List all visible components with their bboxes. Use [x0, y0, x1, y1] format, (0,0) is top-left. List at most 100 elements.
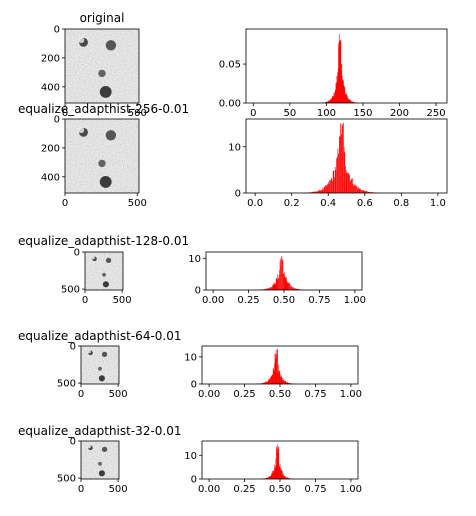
x-tick-label: 500: [113, 295, 132, 306]
image-feature: [98, 80, 102, 84]
image-feature: [102, 447, 107, 452]
y-tick-label: 500: [61, 285, 80, 296]
y-tick-label: 0: [191, 475, 197, 486]
histogram-bar: [332, 181, 333, 193]
image-feature: [98, 372, 100, 374]
x-tick-label: 500: [109, 389, 128, 400]
x-tick-label: 500: [128, 198, 147, 209]
x-tick-label: 0: [62, 198, 68, 209]
histogram-bar: [351, 180, 352, 193]
y-tick-label: 500: [57, 474, 76, 485]
histogram-bar: [323, 189, 324, 193]
panel-title: equalize_adapthist-32-0.01: [18, 424, 182, 438]
y-tick-label: 0: [195, 286, 201, 297]
histogram-bar: [357, 189, 358, 193]
x-tick-label: 100: [317, 108, 336, 119]
histogram-bar: [343, 123, 344, 193]
histogram-bar: [357, 187, 358, 193]
histogram-bar: [329, 180, 330, 193]
histogram-bar: [340, 123, 341, 193]
histogram-bar: [347, 173, 348, 193]
x-tick-label: 0: [250, 108, 256, 119]
histogram-bar: [349, 175, 350, 193]
image-feature: [103, 281, 109, 287]
image-feature: [102, 273, 106, 277]
x-tick-label: 50: [283, 108, 296, 119]
y-tick-label: 0: [54, 115, 60, 126]
image-feature: [99, 470, 105, 476]
histogram-bar: [327, 184, 328, 193]
x-tick-label: 0.00: [202, 295, 224, 306]
image-feature: [98, 467, 100, 469]
histogram-bar: [355, 184, 356, 193]
histogram-bar: [352, 178, 353, 193]
x-tick-label: 0.75: [304, 484, 326, 495]
x-tick-label: 1.00: [344, 295, 366, 306]
x-tick-label: 0.6: [357, 198, 373, 209]
image-feature: [106, 130, 116, 140]
x-tick-label: 0: [82, 295, 88, 306]
image-feature: [98, 462, 102, 466]
panel-title: equalize_adapthist-128-0.01: [18, 234, 189, 248]
y-tick-label: 0: [74, 248, 80, 259]
x-tick-label: 0: [78, 389, 84, 400]
image-feature: [102, 352, 107, 357]
histogram-bar: [325, 185, 326, 193]
histogram-bar: [359, 189, 360, 193]
histogram-bar: [336, 159, 337, 193]
image-feature: [99, 375, 105, 381]
histogram-bar: [354, 185, 355, 193]
histogram-bar: [344, 152, 345, 193]
image-feature: [106, 258, 111, 263]
histogram-bar: [331, 179, 332, 193]
image-feature: [98, 367, 102, 371]
image-feature: [100, 176, 112, 188]
x-tick-label: 0.50: [269, 484, 291, 495]
histogram-bar: [346, 170, 347, 193]
histogram-bar: [337, 157, 338, 193]
x-tick-label: 0.0: [247, 198, 263, 209]
x-tick-label: 1.00: [340, 484, 362, 495]
histogram-bar: [333, 171, 334, 193]
image-feature: [98, 160, 105, 167]
histogram-bar: [326, 185, 327, 193]
y-tick-label: 10: [184, 352, 197, 363]
y-tick-label: 10: [184, 451, 197, 462]
histogram-bar: [319, 190, 320, 193]
x-tick-label: 500: [109, 484, 128, 495]
y-tick-label: 200: [41, 143, 60, 154]
image-feature: [88, 350, 91, 353]
panel-title: equalize_adapthist-64-0.01: [18, 329, 182, 343]
histogram-bar: [358, 187, 359, 193]
x-tick-label: 0.75: [304, 389, 326, 400]
histogram-bar: [338, 149, 339, 193]
histogram-bar: [349, 174, 350, 193]
y-tick-label: 400: [41, 82, 60, 93]
image-feature: [100, 86, 112, 98]
histogram-bar: [356, 186, 357, 193]
axes-frame: [246, 29, 447, 103]
histogram-bar: [353, 184, 354, 193]
x-tick-label: 0.75: [308, 295, 330, 306]
y-tick-label: 10: [188, 254, 201, 265]
histogram-bar: [333, 171, 334, 193]
histogram-bar: [351, 179, 352, 193]
histogram-bar: [347, 173, 348, 193]
y-tick-label: 0.05: [219, 60, 241, 71]
histogram-bar: [339, 137, 340, 193]
x-tick-label: 1.00: [340, 389, 362, 400]
histogram-bar: [355, 186, 356, 193]
histogram-bar: [328, 182, 329, 193]
histogram-bar: [342, 124, 343, 193]
image-feature: [102, 278, 104, 280]
y-tick-label: 400: [41, 172, 60, 183]
x-tick-label: 200: [390, 108, 409, 119]
image-feature: [98, 70, 105, 77]
histogram-bar: [335, 167, 336, 193]
y-tick-label: 200: [41, 53, 60, 64]
